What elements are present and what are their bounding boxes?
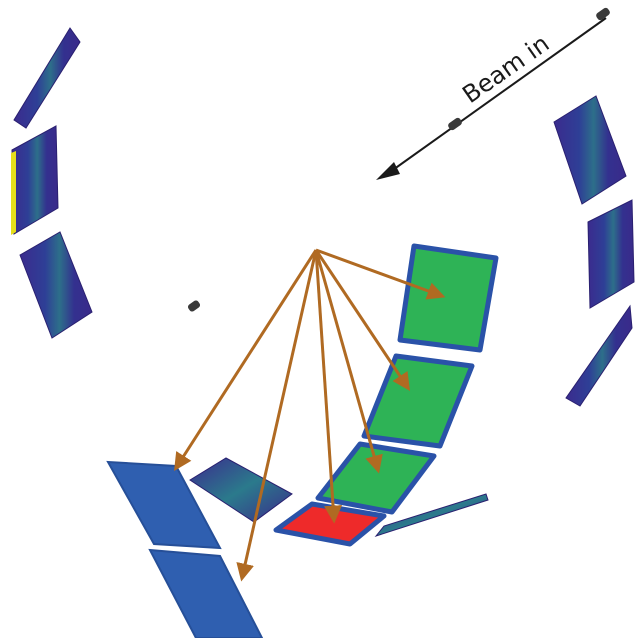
- track-arrow-4: [314, 249, 383, 474]
- track-arrow-3: [314, 249, 343, 524]
- detector-blue-upper: [106, 460, 222, 550]
- track-arrow-5: [314, 249, 410, 391]
- track-arrow-6: [315, 248, 446, 300]
- beam-pipe-segment-middle: [448, 117, 462, 131]
- scintillator-panel-left-bottom: [19, 231, 93, 339]
- track-arrow-1: [174, 249, 318, 472]
- detector-green-bottom: [315, 441, 437, 515]
- beam-pipe-segment-top: [596, 7, 610, 21]
- right-scintillator-group: [553, 95, 635, 407]
- scintillator-panel-bottom-right: [374, 493, 489, 537]
- scintillator-panel-right-top: [553, 95, 627, 205]
- scintillator-panel-right-bottom: [565, 304, 633, 407]
- scintillator-panel-bottom-center: [189, 457, 293, 523]
- reaction-tracks: [174, 248, 446, 582]
- detector-red: [273, 501, 387, 547]
- detector-stack: [273, 243, 499, 547]
- highlight-strip-left: [11, 151, 16, 235]
- beam-label: Beam in: [457, 29, 554, 109]
- scintillator-panel-right-middle: [587, 199, 635, 309]
- beam-line: Beam in: [187, 7, 610, 312]
- left-scintillator-group: [11, 27, 93, 339]
- track-arrow-2: [236, 249, 318, 582]
- detector-green-top: [397, 243, 499, 353]
- scintillator-panel-left-top: [13, 27, 81, 129]
- beam-arrow: [389, 17, 607, 173]
- scintillator-panel-left-middle: [11, 125, 59, 235]
- beam-pipe-segment-left: [187, 300, 201, 312]
- bottom-left-detector-group: [106, 457, 293, 638]
- beam-arrow-head: [376, 162, 400, 180]
- detector-green-middle: [361, 353, 475, 449]
- detector-blue-lower: [148, 548, 264, 638]
